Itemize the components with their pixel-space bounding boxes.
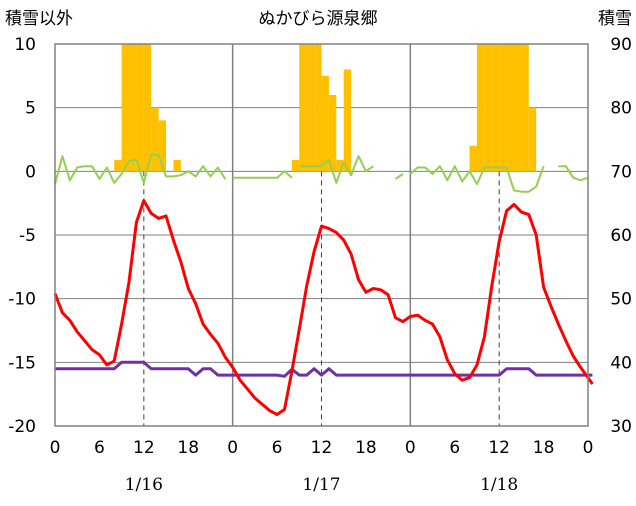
precipitation-bar xyxy=(151,107,159,172)
left-tick-label: -20 xyxy=(8,417,36,437)
precipitation-bar xyxy=(343,69,352,172)
wind-line xyxy=(394,173,404,180)
x-tick-label: 12 xyxy=(488,438,510,458)
x-tick-label: 0 xyxy=(405,438,416,458)
precipitation-bar xyxy=(173,159,181,172)
left-tick-label: -10 xyxy=(8,290,36,310)
left-axis-label: 積雪以外 xyxy=(5,9,73,29)
precipitation-bar xyxy=(291,159,300,172)
wind-line xyxy=(232,170,293,179)
right-tick-label: 90 xyxy=(610,35,632,55)
precipitation-bar xyxy=(321,75,329,172)
precipitation-bar xyxy=(469,145,477,172)
precipitation-bar xyxy=(121,44,130,172)
precipitation-bar xyxy=(314,44,322,172)
x-tick-label: 6 xyxy=(449,438,460,458)
snow-depth-line xyxy=(55,360,593,378)
precipitation-bar xyxy=(484,44,492,172)
wind-line xyxy=(558,165,589,182)
precipitation-bar xyxy=(476,44,485,172)
right-axis-label: 積雪 xyxy=(598,9,632,29)
axis-labels: 積雪以外 ぬかびら源泉郷 積雪 1050-5-10-15-20908070605… xyxy=(5,9,632,495)
precipitation-bar xyxy=(114,159,122,172)
plot-frame xyxy=(54,43,589,427)
plot-border xyxy=(54,43,589,427)
date-label: 1/16 xyxy=(125,475,163,495)
chart-title: ぬかびら源泉郷 xyxy=(259,9,378,29)
precipitation-bar xyxy=(491,44,500,172)
precipitation-bar xyxy=(521,44,529,172)
right-tick-label: 40 xyxy=(610,353,632,373)
x-tick-label: 0 xyxy=(227,438,238,458)
wind-line xyxy=(54,153,227,185)
precipitation-bar xyxy=(299,44,307,172)
precipitation-bar xyxy=(528,107,537,172)
right-tick-label: 50 xyxy=(610,290,632,310)
precipitation-bar xyxy=(499,44,507,172)
precipitation-bar xyxy=(129,44,137,172)
left-tick-label: -15 xyxy=(8,353,36,373)
precipitation-bar xyxy=(336,159,344,172)
precipitation-bar xyxy=(328,94,337,172)
left-tick-label: 0 xyxy=(25,162,36,182)
right-tick-label: 70 xyxy=(610,162,632,182)
precipitation-bar xyxy=(513,44,522,172)
wind-line xyxy=(409,165,545,193)
x-tick-label: 0 xyxy=(50,438,61,458)
precipitation-bar xyxy=(143,44,152,172)
x-tick-label: 18 xyxy=(177,438,199,458)
x-tick-label: 6 xyxy=(272,438,283,458)
right-tick-label: 80 xyxy=(610,99,632,119)
precipitation-bar xyxy=(306,44,315,172)
right-tick-label: 60 xyxy=(610,226,632,246)
x-tick-label: 12 xyxy=(311,438,333,458)
left-tick-label: -5 xyxy=(19,226,36,246)
precipitation-bars xyxy=(114,44,537,172)
x-tick-label: 12 xyxy=(133,438,155,458)
precipitation-bar xyxy=(506,44,514,172)
precipitation-bar xyxy=(136,44,144,172)
x-tick-label: 6 xyxy=(94,438,105,458)
right-tick-label: 30 xyxy=(610,417,632,437)
x-tick-label: 0 xyxy=(583,438,594,458)
date-label: 1/17 xyxy=(302,475,340,495)
temperature-line xyxy=(53,199,594,416)
x-tick-label: 18 xyxy=(355,438,377,458)
wind-line xyxy=(299,155,374,184)
left-tick-label: 10 xyxy=(14,35,36,55)
left-tick-label: 5 xyxy=(25,99,36,119)
precipitation-bar xyxy=(158,120,167,172)
x-tick-label: 18 xyxy=(533,438,555,458)
series-lines xyxy=(53,153,594,416)
date-label: 1/18 xyxy=(480,475,518,495)
